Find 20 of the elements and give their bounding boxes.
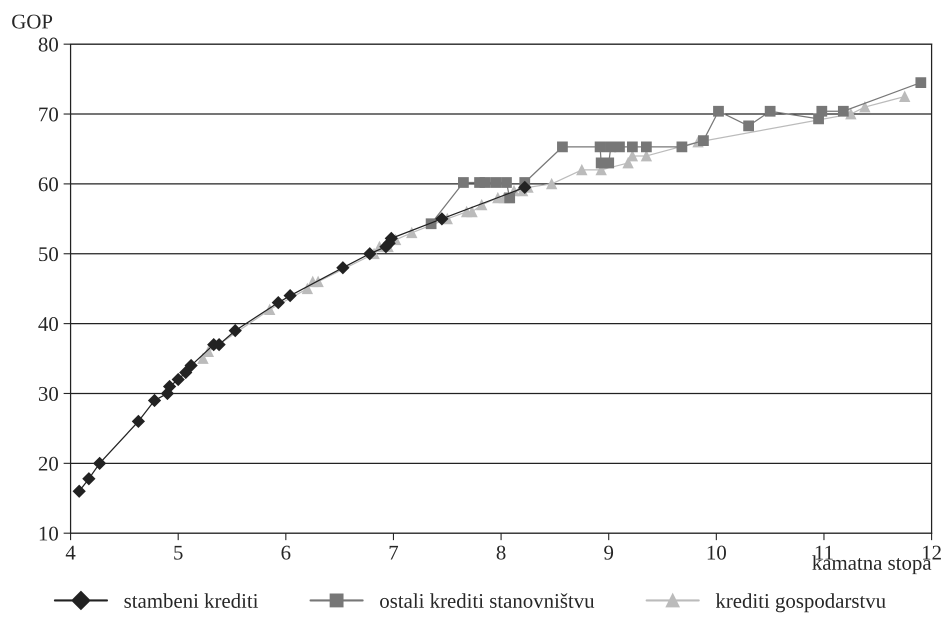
y-tick-label: 40 — [38, 316, 58, 332]
y-tick-label: 60 — [38, 177, 58, 192]
y-axis-title: GOP — [12, 14, 52, 29]
x-tick-label: 12 — [923, 546, 941, 560]
y-tick-label: 10 — [40, 526, 58, 541]
x-tick-label: 4 — [66, 546, 76, 560]
y-tick-label: 70 — [39, 107, 58, 122]
y-tick-label: 50 — [39, 247, 58, 262]
y-tick-label: 30 — [38, 386, 58, 401]
x-tick-label: 8 — [496, 546, 506, 560]
x-tick-label: 7 — [390, 546, 398, 560]
x-tick-label: 10 — [708, 546, 726, 560]
x-tick-label: 6 — [282, 546, 290, 560]
legend-label: ostali krediti stanovništvu — [380, 593, 594, 608]
y-tick-label: 80 — [38, 38, 58, 52]
y-tick-label: 20 — [38, 456, 58, 471]
legend-label: stambeni krediti — [124, 593, 258, 608]
legend-label: krediti gospodarstvu — [716, 593, 886, 612]
x-tick-label: 5 — [174, 546, 183, 560]
x-tick-label: 9 — [604, 546, 614, 560]
